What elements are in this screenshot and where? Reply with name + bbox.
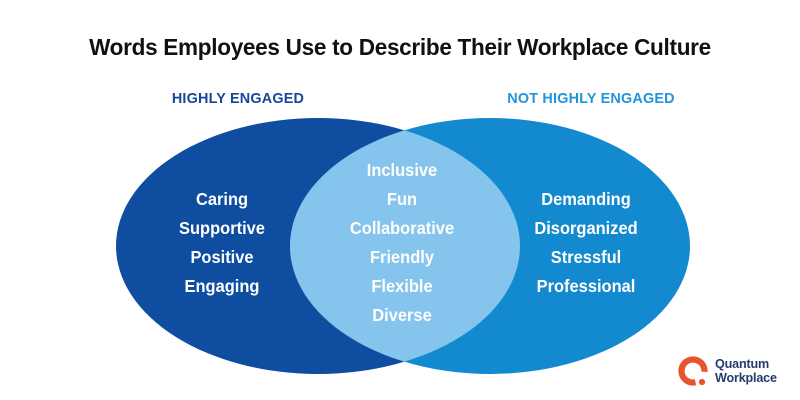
venn-word: Supportive	[179, 218, 265, 238]
left-words-list: Caring Supportive Positive Engaging	[179, 185, 265, 301]
venn-word: Professional	[536, 276, 636, 296]
logo-line-1: Quantum	[715, 356, 769, 371]
logo-wordmark: Quantum Workplace	[715, 357, 777, 385]
venn-word: Caring	[195, 189, 249, 209]
right-words-list: Demanding Disorganized Stressful Profess…	[534, 185, 637, 301]
venn-word: Inclusive	[366, 160, 438, 180]
venn-word: Flexible	[371, 276, 433, 296]
logo-line-2: Workplace	[715, 370, 777, 385]
venn-word: Engaging	[184, 276, 260, 296]
venn-word: Positive	[190, 247, 254, 267]
venn-word: Fun	[386, 189, 418, 209]
venn-word: Collaborative	[349, 218, 455, 238]
venn-word: Stressful	[550, 247, 622, 267]
left-group-label: HIGHLY ENGAGED	[171, 90, 305, 107]
venn-word: Friendly	[369, 247, 434, 267]
venn-word: Demanding	[541, 189, 631, 209]
overlap-words-list: Inclusive Fun Collaborative Friendly Fle…	[350, 156, 454, 330]
quantum-workplace-logo: Quantum Workplace	[677, 352, 779, 390]
quantum-q-icon	[678, 356, 708, 386]
page-title: Words Employees Use to Describe Their Wo…	[89, 34, 711, 60]
venn-word: Diverse	[372, 305, 432, 325]
right-group-label: NOT HIGHLY ENGAGED	[507, 90, 675, 107]
overlap-lens	[290, 118, 520, 374]
venn-word: Disorganized	[534, 218, 638, 238]
